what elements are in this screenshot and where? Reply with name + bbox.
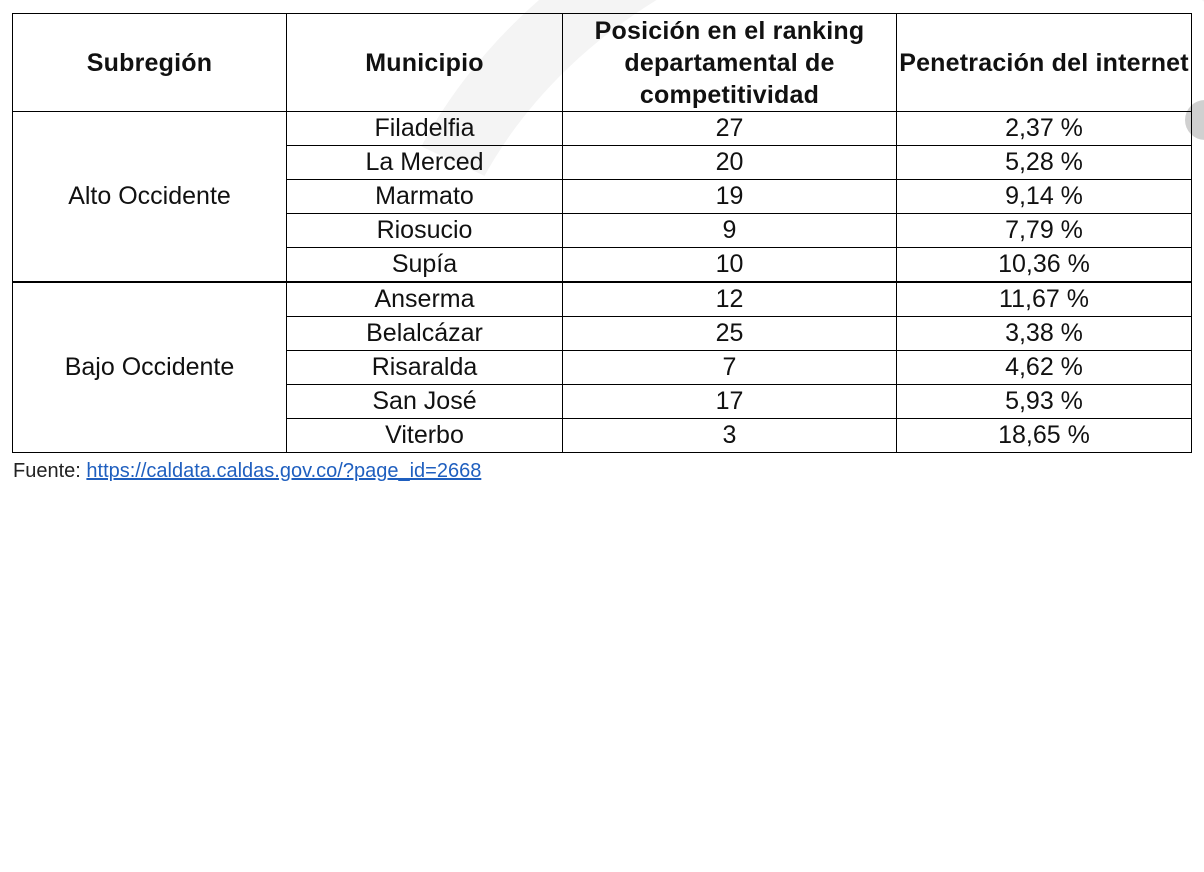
header-penetracion: Penetración del internet — [896, 13, 1192, 112]
penetracion-cell: 5,93 % — [896, 384, 1192, 419]
municipio-cell: Supía — [286, 247, 563, 283]
competitiveness-table: Subregión Municipio Posición en el ranki… — [12, 13, 1192, 453]
penetracion-cell: 3,38 % — [896, 316, 1192, 351]
penetracion-cell: 9,14 % — [896, 179, 1192, 214]
posicion-cell: 9 — [562, 213, 897, 248]
penetracion-cell: 11,67 % — [896, 281, 1192, 317]
posicion-cell: 27 — [562, 111, 897, 146]
municipio-cell: Viterbo — [286, 418, 563, 453]
table-row: San José 17 5,93 % — [13, 384, 1192, 419]
municipio-cell: Riosucio — [286, 213, 563, 248]
header-ranking: Posición en el ranking departamental de … — [562, 13, 897, 112]
posicion-cell: 20 — [562, 145, 897, 180]
posicion-cell: 3 — [562, 418, 897, 453]
municipio-cell: San José — [286, 384, 563, 419]
table-row: Alto Occidente Filadelfia 27 2,37 % — [12, 111, 1192, 283]
posicion-cell: 12 — [562, 281, 897, 317]
source-note: Fuente: https://caldata.caldas.gov.co/?p… — [13, 460, 481, 483]
source-link[interactable]: https://caldata.caldas.gov.co/?page_id=2… — [86, 460, 482, 482]
posicion-cell: 19 — [562, 179, 897, 214]
header-municipio: Municipio — [286, 13, 563, 112]
municipio-cell: Risaralda — [286, 350, 563, 385]
penetracion-cell: 10,36 % — [896, 247, 1192, 283]
table-row: Riosucio 9 7,79 % — [13, 213, 1192, 248]
posicion-cell: 25 — [562, 316, 897, 351]
penetracion-cell: 5,28 % — [896, 145, 1192, 180]
table-row: Bajo Occidente Anserma 12 11,67 % — [12, 281, 1192, 453]
penetracion-cell: 4,62 % — [896, 350, 1192, 385]
header-subregion: Subregión — [12, 13, 287, 112]
penetracion-cell: 7,79 % — [896, 213, 1192, 248]
municipio-cell: La Merced — [286, 145, 563, 180]
table-row: La Merced 20 5,28 % — [13, 145, 1192, 180]
table-row: Risaralda 7 4,62 % — [13, 350, 1192, 385]
source-label: Fuente: — [13, 460, 87, 482]
municipio-cell: Belalcázar — [286, 316, 563, 351]
penetracion-cell: 18,65 % — [896, 418, 1192, 453]
posicion-cell: 17 — [562, 384, 897, 419]
table-header-row: Subregión Municipio Posición en el ranki… — [12, 13, 1192, 112]
penetracion-cell: 2,37 % — [896, 111, 1192, 146]
municipio-cell: Marmato — [286, 179, 563, 214]
table-row: Belalcázar 25 3,38 % — [13, 316, 1192, 351]
region-cell-alto-occidente: Alto Occidente — [12, 111, 287, 283]
region-cell-bajo-occidente: Bajo Occidente — [12, 281, 287, 453]
posicion-cell: 7 — [562, 350, 897, 385]
posicion-cell: 10 — [562, 247, 897, 283]
municipio-cell: Filadelfia — [286, 111, 563, 146]
municipio-cell: Anserma — [286, 281, 563, 317]
table-row: Viterbo 3 18,65 % — [13, 418, 1192, 453]
